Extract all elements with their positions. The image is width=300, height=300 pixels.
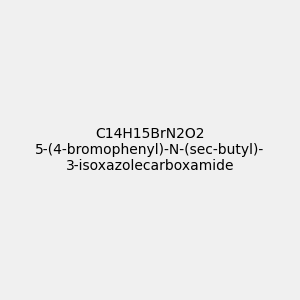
Text: C14H15BrN2O2
5-(4-bromophenyl)-N-(sec-butyl)-
3-isoxazolecarboxamide: C14H15BrN2O2 5-(4-bromophenyl)-N-(sec-bu… [35, 127, 265, 173]
